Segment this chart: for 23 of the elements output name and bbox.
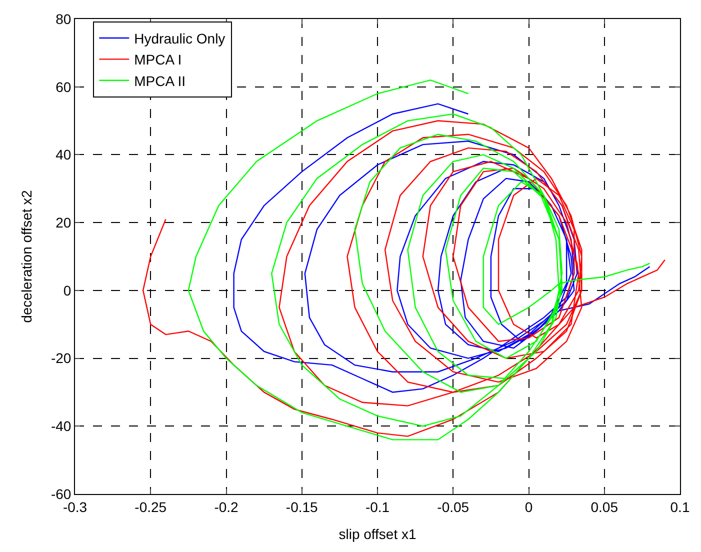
line-series [233,103,650,393]
x-tick-label: 0.05 [590,498,618,515]
x-tick-label: -0.1 [365,498,390,515]
legend-label: MPCA II [134,72,186,89]
y-tick-label: 20 [56,214,72,230]
y-axis-title: deceleration offset x2 [18,190,35,323]
legend-label: MPCA I [134,52,182,68]
line-series [142,120,666,437]
y-tick-label: -40 [50,418,72,434]
y-tick-label: -20 [50,350,72,366]
y-tick-label: 60 [56,78,72,95]
x-axis-title: slip offset x1 [338,526,416,542]
legend-label: Hydraulic Only [134,30,226,46]
x-tick-label: 0 [524,498,533,515]
x-tick-label: -0.25 [134,498,167,515]
x-tick-label: -0.05 [437,498,470,515]
line-series [188,79,650,440]
y-tick-label: 40 [56,146,72,163]
x-tick-label: -0.15 [286,498,318,515]
y-tick-label: 80 [56,10,72,27]
x-tick-label: -0.2 [214,498,239,515]
x-tick-label: 0.1 [670,498,690,515]
y-tick-label: 0 [63,282,72,298]
